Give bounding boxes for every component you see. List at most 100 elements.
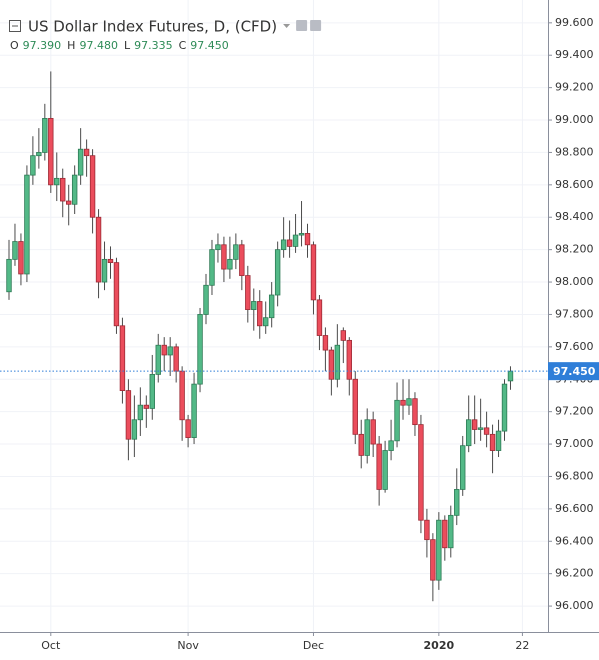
candle-body xyxy=(30,155,36,176)
candle-body xyxy=(274,249,281,296)
candle-body xyxy=(24,174,30,275)
candle-body xyxy=(376,443,382,490)
candle-body xyxy=(209,249,215,286)
y-tick-label: 99.600 xyxy=(555,16,594,29)
candle-body xyxy=(489,433,496,451)
y-tick-label: 97.000 xyxy=(555,437,594,450)
candle-body xyxy=(101,258,108,283)
candle-body xyxy=(340,330,347,341)
y-tick-label: 98.000 xyxy=(555,275,594,288)
ohlc-key: C xyxy=(179,39,187,52)
y-tick-label: 98.800 xyxy=(555,145,594,158)
candle-body xyxy=(60,177,66,202)
candle-body xyxy=(245,275,251,310)
last-price-tag xyxy=(548,362,599,381)
candle-body xyxy=(119,325,126,391)
candle-body xyxy=(215,244,221,251)
y-tick-label: 98.400 xyxy=(555,210,594,223)
ohlc-key: O xyxy=(10,39,19,52)
candle-body xyxy=(328,349,335,380)
candle-body xyxy=(89,155,96,218)
y-tick-label: 98.600 xyxy=(555,178,594,191)
candle-body xyxy=(161,344,167,356)
y-tick-label: 97.800 xyxy=(555,307,594,320)
candle-body xyxy=(352,378,358,435)
candle-body xyxy=(6,258,12,293)
candle-body xyxy=(412,398,418,426)
dropdown-arrow[interactable] xyxy=(283,24,291,28)
y-tick-label: 96.200 xyxy=(555,567,594,580)
candle-body xyxy=(400,399,406,406)
candle-body xyxy=(227,258,233,270)
y-tick-label: 99.200 xyxy=(555,81,594,94)
y-tick-label: 97.600 xyxy=(555,340,594,353)
candle-body xyxy=(191,383,197,438)
candle-body xyxy=(358,433,364,456)
y-tick-label: 99.000 xyxy=(555,113,594,126)
candle-body xyxy=(394,399,400,442)
time-axis: Oct Nov Dec 2020 22 xyxy=(41,632,529,652)
candle-body xyxy=(406,398,412,406)
settings-icon[interactable] xyxy=(296,20,308,31)
candle-body xyxy=(483,427,490,435)
candle-body xyxy=(495,430,502,451)
candle-body xyxy=(233,244,239,260)
ohlc-value: 97.450 xyxy=(190,39,229,52)
candle-body xyxy=(442,519,448,549)
x-tick-label: Oct xyxy=(41,639,61,652)
y-tick-label: 98.200 xyxy=(555,243,594,256)
last-price-label: 97.450 xyxy=(553,365,596,378)
candle-body xyxy=(286,239,293,247)
candle-body xyxy=(155,344,161,375)
x-tick-label: 22 xyxy=(515,639,529,652)
chart-title: US Dollar Index Futures, D, (CFD) xyxy=(28,18,277,36)
candle-body xyxy=(465,419,472,447)
candle-body xyxy=(197,314,203,385)
candle-body xyxy=(113,262,120,327)
candle-body xyxy=(173,346,179,372)
candle-body xyxy=(370,419,376,445)
candle-body xyxy=(507,370,514,382)
format-icon[interactable] xyxy=(310,20,322,31)
candle-body xyxy=(436,519,442,581)
candle-body xyxy=(251,301,257,310)
candle-body xyxy=(185,419,191,438)
candle-body xyxy=(388,440,394,451)
candle-body xyxy=(280,239,287,251)
candle-body xyxy=(48,118,54,186)
candle-body xyxy=(149,373,155,409)
candle-body xyxy=(167,346,173,356)
candle-body xyxy=(448,514,454,549)
candle-body xyxy=(263,317,269,327)
candle-body xyxy=(382,450,388,490)
candle-body xyxy=(66,200,72,205)
candle-body xyxy=(334,344,341,380)
candle-body xyxy=(95,216,102,283)
candle-body xyxy=(424,519,430,541)
candle-body xyxy=(430,539,436,581)
candle-body xyxy=(77,148,84,176)
ohlc-value: 97.390 xyxy=(23,39,62,52)
candle-body xyxy=(418,424,424,521)
collapse-icon[interactable] xyxy=(9,20,21,32)
ohlc-key: L xyxy=(124,39,131,52)
y-tick-label: 96.600 xyxy=(555,502,594,515)
candle-body xyxy=(346,339,352,380)
candle-body xyxy=(322,335,329,351)
ohlc-key: H xyxy=(67,39,75,52)
candle-body xyxy=(179,370,185,421)
candle-body xyxy=(107,258,114,264)
candle-body xyxy=(298,233,305,236)
candle-body xyxy=(143,404,150,409)
ohlc-value: 97.480 xyxy=(79,39,118,52)
candle-body xyxy=(364,419,370,456)
x-tick-label: Dec xyxy=(303,639,324,652)
candle-body xyxy=(137,404,144,421)
candle-body xyxy=(304,233,311,246)
legend-header: US Dollar Index Futures, D, (CFD) O 97.39… xyxy=(9,18,322,52)
price-axis: 96.000 96.200 96.400 96.600 96.800 97.000 97.2… xyxy=(548,16,599,612)
candle-body xyxy=(54,177,60,186)
y-tick-label: 99.400 xyxy=(555,48,594,61)
candle-body xyxy=(257,301,263,327)
